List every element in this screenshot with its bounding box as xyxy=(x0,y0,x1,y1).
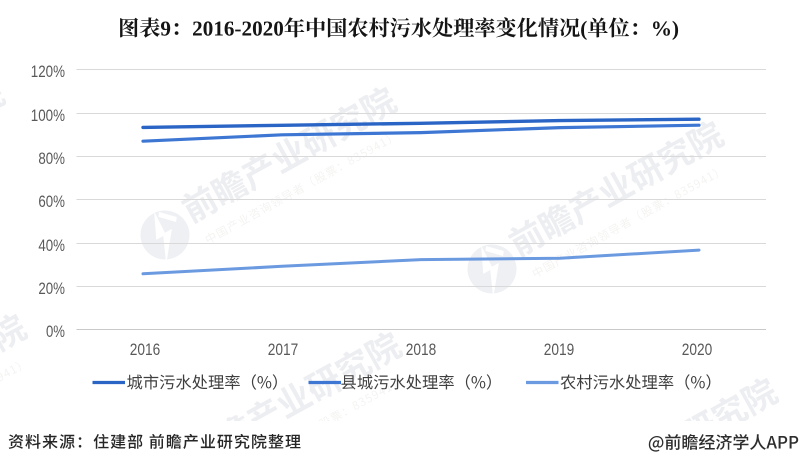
svg-text:0%: 0% xyxy=(46,322,65,341)
svg-text:40%: 40% xyxy=(38,236,65,255)
svg-text:2017: 2017 xyxy=(268,340,299,359)
svg-text:100%: 100% xyxy=(31,106,65,125)
svg-text:2019: 2019 xyxy=(544,340,575,359)
svg-text:20%: 20% xyxy=(38,279,65,298)
svg-text:2016: 2016 xyxy=(130,340,161,359)
svg-text:60%: 60% xyxy=(38,192,65,211)
svg-text:2020: 2020 xyxy=(682,340,713,359)
svg-text:2018: 2018 xyxy=(406,340,437,359)
svg-text:80%: 80% xyxy=(38,149,65,168)
svg-text:120%: 120% xyxy=(31,62,65,81)
